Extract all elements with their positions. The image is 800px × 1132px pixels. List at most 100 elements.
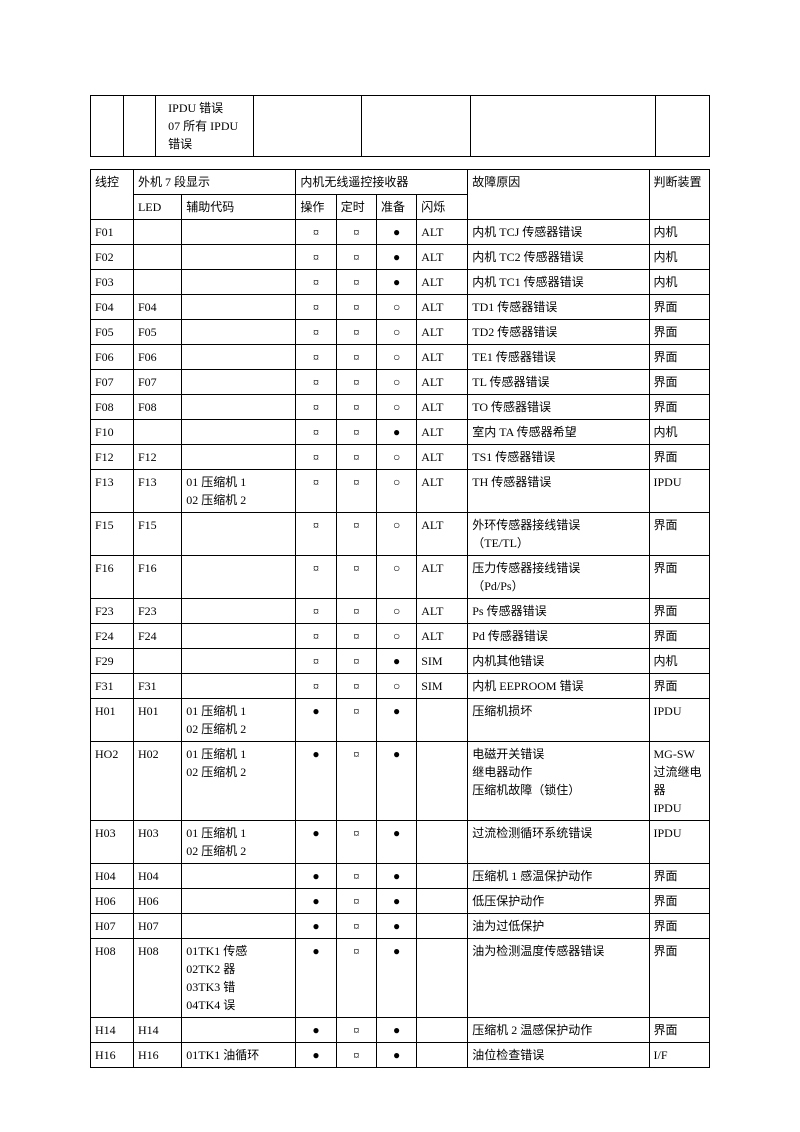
header-reason: 故障原因	[468, 170, 649, 220]
cell: F06	[133, 345, 181, 370]
cell	[253, 96, 362, 157]
table-row: F05F05¤¤○ALTTD2 传感器错误界面	[91, 320, 710, 345]
cell: 界面	[649, 556, 710, 599]
cell: ALT	[417, 513, 468, 556]
cell: 01 压缩机 1 02 压缩机 2	[182, 821, 296, 864]
cell	[182, 420, 296, 445]
cell	[91, 96, 124, 157]
cell: ○	[376, 599, 416, 624]
cell: ¤	[336, 270, 376, 295]
cell: ¤	[336, 470, 376, 513]
table-row: F23F23¤¤○ALTPs 传感器错误界面	[91, 599, 710, 624]
cell: ¤	[336, 345, 376, 370]
cell: 过流检测循环系统错误	[468, 821, 649, 864]
header-ss: 闪烁	[417, 195, 468, 220]
cell: F29	[91, 649, 134, 674]
cell: ¤	[296, 556, 336, 599]
cell: ¤	[336, 513, 376, 556]
cell: TO 传感器错误	[468, 395, 649, 420]
cell: F10	[91, 420, 134, 445]
cell: ¤	[336, 649, 376, 674]
cell	[182, 445, 296, 470]
cell: ALT	[417, 556, 468, 599]
table-row: H04H04●¤●压缩机 1 感温保护动作界面	[91, 864, 710, 889]
cell: IPDU	[649, 699, 710, 742]
cell: 01 压缩机 1 02 压缩机 2	[182, 470, 296, 513]
cell: ¤	[296, 295, 336, 320]
cell: ●	[376, 699, 416, 742]
cell: 外环传感器接线错误 （TE/TL）	[468, 513, 649, 556]
cell: ¤	[336, 220, 376, 245]
cell: 01 压缩机 1 02 压缩机 2	[182, 699, 296, 742]
cell: H03	[133, 821, 181, 864]
cell	[417, 914, 468, 939]
cell: TH 传感器错误	[468, 470, 649, 513]
cell: 内机 TCJ 传感器错误	[468, 220, 649, 245]
cell: F15	[91, 513, 134, 556]
cell: ALT	[417, 470, 468, 513]
cell: ●	[296, 821, 336, 864]
table-row: F04F04¤¤○ALTTD1 传感器错误界面	[91, 295, 710, 320]
cell: ALT	[417, 599, 468, 624]
cell: F13	[133, 470, 181, 513]
cell: F24	[91, 624, 134, 649]
cell	[182, 295, 296, 320]
cell: ¤	[336, 914, 376, 939]
cell: ●	[376, 821, 416, 864]
table-row: F13F1301 压缩机 1 02 压缩机 2¤¤○ALTTH 传感器错误IPD…	[91, 470, 710, 513]
cell: 压力传感器接线错误 （Pd/Ps）	[468, 556, 649, 599]
cell: TD2 传感器错误	[468, 320, 649, 345]
cell: F03	[91, 270, 134, 295]
cell: H14	[133, 1018, 181, 1043]
cell: ●	[376, 889, 416, 914]
cell: 电磁开关错误 继电器动作 压缩机故障（锁住）	[468, 742, 649, 821]
cell: 界面	[649, 674, 710, 699]
cell	[417, 864, 468, 889]
cell: 界面	[649, 320, 710, 345]
cell: ○	[376, 513, 416, 556]
cell: F16	[91, 556, 134, 599]
cell	[133, 420, 181, 445]
cell	[182, 674, 296, 699]
cell: ○	[376, 624, 416, 649]
cell	[133, 245, 181, 270]
cell: ALT	[417, 270, 468, 295]
cell: ○	[376, 470, 416, 513]
cell: SIM	[417, 674, 468, 699]
table-row: HO2H0201 压缩机 1 02 压缩机 2●¤●电磁开关错误 继电器动作 压…	[91, 742, 710, 821]
cell: 油为检测温度传感器错误	[468, 939, 649, 1018]
cell: 界面	[649, 370, 710, 395]
cell	[133, 649, 181, 674]
cell: H06	[133, 889, 181, 914]
cell: ¤	[336, 420, 376, 445]
cell: ●	[376, 220, 416, 245]
cell: 内机 TC1 传感器错误	[468, 270, 649, 295]
cell: 内机其他错误	[468, 649, 649, 674]
cell	[182, 599, 296, 624]
cell	[417, 939, 468, 1018]
cell: ¤	[336, 1043, 376, 1068]
cell: ●	[296, 1043, 336, 1068]
cell	[123, 96, 156, 157]
cell: ○	[376, 295, 416, 320]
cell: ○	[376, 445, 416, 470]
cell: F23	[133, 599, 181, 624]
cell: ●	[376, 742, 416, 821]
cell: H16	[133, 1043, 181, 1068]
cell: 内机	[649, 270, 710, 295]
cell: ●	[296, 1018, 336, 1043]
cell	[182, 864, 296, 889]
cell: F31	[91, 674, 134, 699]
cell: ¤	[296, 445, 336, 470]
cell: Ps 传感器错误	[468, 599, 649, 624]
cell: 界面	[649, 445, 710, 470]
cell: ○	[376, 345, 416, 370]
cell: ¤	[296, 649, 336, 674]
cell: 界面	[649, 889, 710, 914]
cell: 01 压缩机 1 02 压缩机 2	[182, 742, 296, 821]
cell: ALT	[417, 420, 468, 445]
cell: ¤	[296, 245, 336, 270]
cell: ○	[376, 556, 416, 599]
cell: F01	[91, 220, 134, 245]
cell	[182, 556, 296, 599]
